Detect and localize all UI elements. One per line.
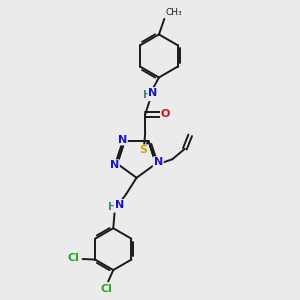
Text: Cl: Cl [68,253,80,263]
Text: N: N [115,200,124,210]
Text: S: S [140,145,148,155]
Text: Cl: Cl [101,284,112,294]
Text: CH₃: CH₃ [166,8,182,17]
Text: N: N [110,160,119,170]
Text: O: O [161,110,170,119]
Text: H: H [108,202,117,212]
Text: N: N [118,134,127,145]
Text: N: N [148,88,158,98]
Text: H: H [142,90,152,100]
Text: N: N [154,157,163,167]
